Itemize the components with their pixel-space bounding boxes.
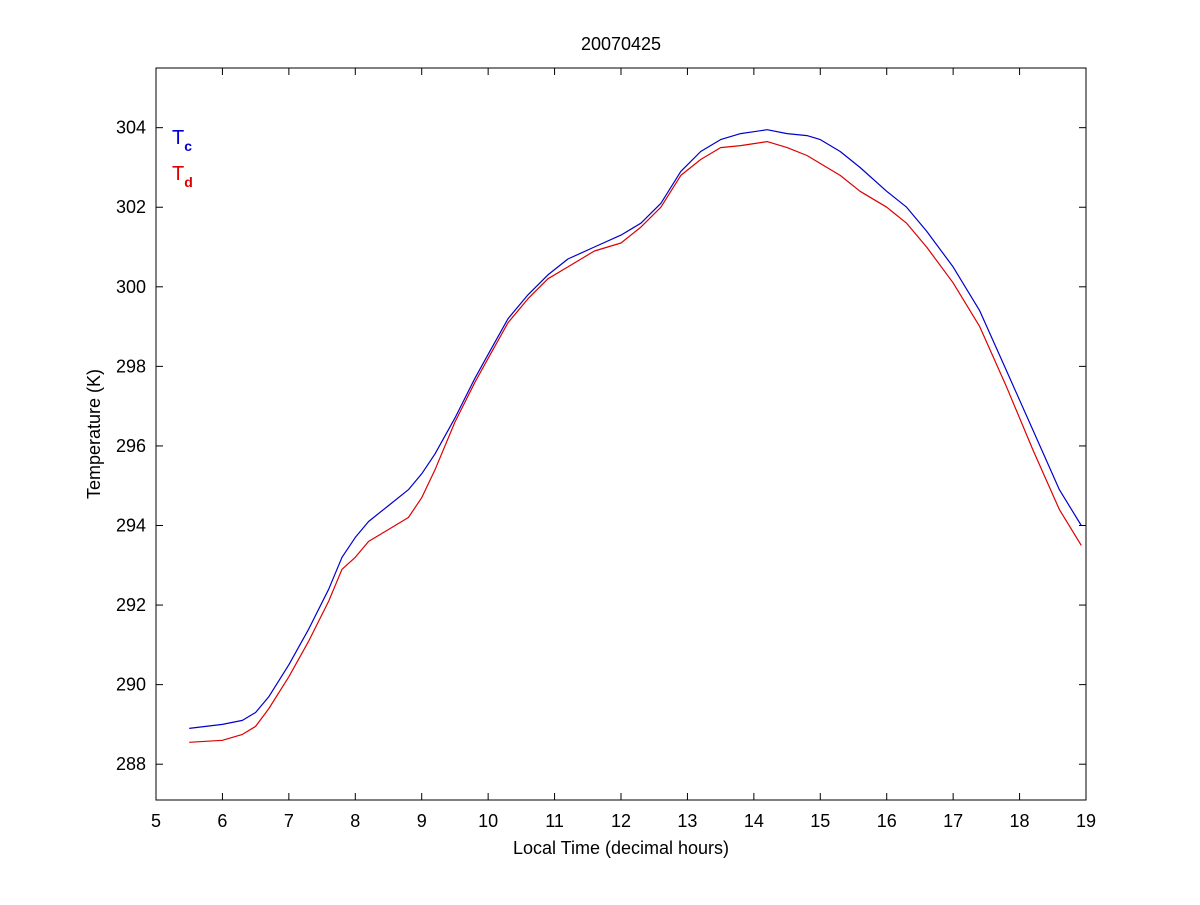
x-tick-label: 15: [810, 811, 830, 831]
y-tick-label: 304: [116, 118, 146, 138]
x-tick-label: 9: [417, 811, 427, 831]
x-tick-label: 14: [744, 811, 764, 831]
x-tick-label: 11: [545, 811, 564, 831]
legend-subscript-td: d: [184, 174, 193, 190]
series-line-td: [189, 141, 1082, 743]
x-tick-label: 19: [1076, 811, 1096, 831]
y-tick-label: 292: [116, 595, 146, 615]
y-tick-label: 288: [116, 754, 146, 774]
x-tick-label: 7: [284, 811, 294, 831]
y-axis-label: Temperature (K): [84, 369, 104, 499]
y-axis: 288 290 292 294 296 298 300 302 304: [116, 118, 1086, 774]
legend-entry-td: Td: [172, 163, 193, 190]
legend: Tc Td: [172, 127, 193, 190]
y-tick-label: 290: [116, 675, 146, 695]
y-tick-label: 300: [116, 277, 146, 297]
y-tick-label: 296: [116, 436, 146, 456]
y-tick-label: 298: [116, 356, 146, 376]
x-tick-label: 6: [217, 811, 227, 831]
x-tick-label: 8: [350, 811, 360, 831]
x-tick-label: 16: [877, 811, 897, 831]
legend-label-td: T: [172, 163, 184, 185]
x-tick-label: 12: [611, 811, 631, 831]
legend-entry-tc: Tc: [172, 127, 192, 154]
x-axis-label: Local Time (decimal hours): [513, 838, 729, 858]
legend-subscript-tc: c: [184, 138, 192, 154]
y-tick-label: 294: [116, 516, 146, 536]
chart-title: 20070425: [581, 34, 661, 54]
x-tick-label: 17: [943, 811, 963, 831]
x-tick-label: 10: [478, 811, 498, 831]
x-tick-label: 18: [1010, 811, 1030, 831]
x-tick-label: 5: [151, 811, 161, 831]
x-tick-label: 13: [677, 811, 697, 831]
series-line-tc: [189, 129, 1082, 729]
y-tick-label: 302: [116, 197, 146, 217]
x-axis: 5 6 7 8 9 10 11 12 13 14 15 16 17 18 19: [151, 68, 1096, 831]
legend-label-tc: T: [172, 127, 184, 149]
plot-area: [155, 67, 1087, 801]
series-layer: [189, 129, 1082, 743]
